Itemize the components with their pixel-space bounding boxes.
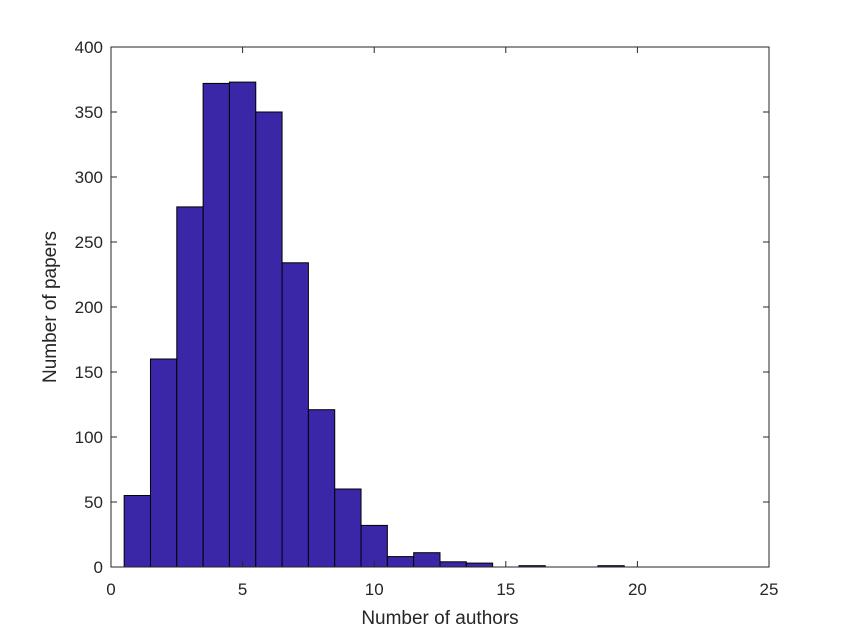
y-tick-label: 150	[75, 363, 103, 382]
y-axis-label: Number of papers	[40, 231, 61, 383]
x-tick-label: 10	[365, 580, 384, 599]
histogram-bar	[386, 556, 415, 568]
y-tick-label: 100	[75, 428, 103, 447]
histogram-bar	[334, 488, 362, 568]
bars-group	[123, 81, 625, 568]
histogram-bar	[413, 552, 441, 568]
histogram-bar	[176, 206, 204, 568]
histogram-bar	[123, 495, 151, 568]
histogram-bar	[202, 82, 230, 568]
plot-frame	[110, 46, 770, 568]
y-tick-label: 200	[75, 298, 103, 317]
histogram-bar	[307, 409, 336, 568]
x-tick-label: 15	[496, 580, 515, 599]
x-tick-label: 20	[628, 580, 647, 599]
y-tick-label: 50	[84, 493, 103, 512]
x-axis-label: Number of authors	[361, 608, 518, 629]
y-tick-labels: 0 50 100 150 200 250 300 350 400	[75, 38, 103, 577]
histogram-bar	[255, 111, 283, 568]
histogram-bar	[360, 524, 388, 568]
y-tick-label: 350	[75, 103, 103, 122]
histogram-bar	[281, 262, 309, 568]
y-tick-label: 250	[75, 233, 103, 252]
y-tick-label: 400	[75, 38, 103, 57]
histogram-bar	[465, 562, 494, 568]
histogram-bar	[149, 358, 178, 568]
y-tick-label: 0	[94, 558, 103, 577]
y-tick-label: 300	[75, 168, 103, 187]
histogram-bar	[228, 81, 257, 568]
x-tick-label: 25	[760, 580, 779, 599]
x-tick-label: 0	[106, 580, 115, 599]
histogram-bar	[439, 561, 467, 568]
x-tick-labels: 0 5 10 15 20 25	[106, 580, 778, 599]
x-tick-label: 5	[238, 580, 247, 599]
